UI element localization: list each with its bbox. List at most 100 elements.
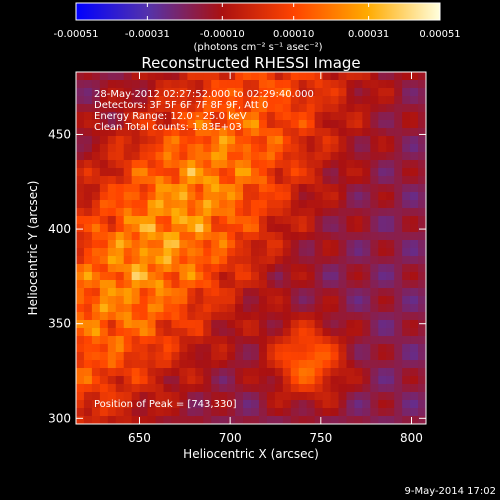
- heatmap-cell: [91, 96, 101, 105]
- heatmap-cell: [306, 168, 316, 177]
- heatmap-cell: [322, 152, 332, 161]
- heatmap-cell: [219, 112, 228, 121]
- heatmap-cell: [386, 72, 395, 81]
- heatmap-cell: [83, 392, 93, 401]
- heatmap-cell: [219, 312, 228, 321]
- heatmap-cell: [243, 112, 252, 121]
- heatmap-cell: [219, 248, 228, 257]
- heatmap-cell: [410, 280, 419, 289]
- heatmap-cell: [107, 144, 117, 153]
- heatmap-cell: [99, 168, 109, 177]
- heatmap-cell: [171, 216, 181, 225]
- heatmap-cell: [410, 72, 419, 81]
- heatmap-cell: [203, 272, 212, 281]
- heatmap-cell: [211, 288, 220, 297]
- heatmap-cell: [266, 160, 276, 169]
- heatmap-cell: [91, 344, 101, 353]
- heatmap-cell: [314, 248, 324, 257]
- heatmap-cell: [410, 272, 419, 281]
- heatmap-cell: [266, 72, 276, 81]
- heatmap-cell: [314, 96, 324, 105]
- heatmap-cell: [402, 80, 411, 89]
- heatmap-cell: [147, 336, 157, 345]
- heatmap-cell: [179, 384, 188, 393]
- heatmap-cell: [322, 416, 332, 424]
- heatmap-cell: [274, 288, 284, 297]
- heatmap-cell: [266, 200, 276, 209]
- heatmap-cell: [418, 280, 426, 289]
- heatmap-cell: [155, 384, 165, 393]
- heatmap-cell: [195, 304, 204, 313]
- heatmap-cell: [251, 112, 260, 121]
- heatmap-cell: [139, 144, 149, 153]
- heatmap-cell: [258, 368, 268, 377]
- heatmap-cell: [338, 376, 348, 385]
- heatmap-cell: [83, 72, 93, 81]
- heatmap-cell: [314, 160, 324, 169]
- heatmap-cell: [251, 216, 260, 225]
- heatmap-cell: [378, 224, 387, 233]
- heatmap-cell: [314, 208, 324, 217]
- heatmap-cell: [211, 400, 220, 409]
- heatmap-cell: [83, 152, 93, 161]
- heatmap-cell: [418, 216, 426, 225]
- heatmap-cell: [394, 272, 403, 281]
- heatmap-cell: [322, 312, 332, 321]
- heatmap-cell: [346, 376, 356, 385]
- heatmap-cell: [386, 304, 395, 313]
- heatmap-cell: [346, 240, 356, 249]
- heatmap-cell: [219, 144, 228, 153]
- heatmap-cell: [402, 344, 411, 353]
- heatmap-cell: [266, 400, 276, 409]
- heatmap-cell: [362, 144, 371, 153]
- heatmap-cell: [338, 144, 348, 153]
- heatmap-cell: [370, 344, 379, 353]
- heatmap-cell: [251, 336, 260, 345]
- heatmap-cell: [83, 168, 93, 177]
- heatmap-cell: [346, 152, 356, 161]
- heatmap-cell: [243, 264, 252, 273]
- heatmap-cell: [402, 184, 411, 193]
- heatmap-cell: [147, 88, 157, 97]
- heatmap-cell: [402, 304, 411, 313]
- heatmap-cell: [91, 264, 101, 273]
- heatmap-cell: [362, 208, 371, 217]
- heatmap-cell: [155, 320, 165, 329]
- heatmap-cell: [123, 104, 133, 113]
- heatmap-cell: [378, 360, 387, 369]
- heatmap-cell: [386, 344, 395, 353]
- heatmap-cell: [354, 104, 363, 113]
- heatmap-cell: [179, 96, 188, 105]
- heatmap-cell: [362, 120, 371, 129]
- heatmap-cell: [235, 248, 244, 257]
- heatmap-cell: [298, 376, 308, 385]
- heatmap-cell: [227, 120, 236, 129]
- heatmap-cell: [290, 320, 300, 329]
- heatmap-cell: [418, 344, 426, 353]
- heatmap-cell: [314, 312, 324, 321]
- heatmap-cell: [346, 224, 356, 233]
- heatmap-cell: [290, 168, 300, 177]
- heatmap-cell: [378, 128, 387, 137]
- heatmap-cell: [235, 368, 244, 377]
- heatmap-cell: [115, 272, 125, 281]
- heatmap-cell: [195, 184, 204, 193]
- heatmap-cell: [378, 352, 387, 361]
- heatmap-cell: [99, 344, 109, 353]
- heatmap-cell: [322, 112, 332, 121]
- heatmap-cell: [370, 280, 379, 289]
- heatmap-cell: [115, 280, 125, 289]
- heatmap-cell: [83, 208, 93, 217]
- heatmap-cell: [251, 192, 260, 201]
- heatmap-cell: [370, 256, 379, 265]
- heatmap-cell: [258, 128, 268, 137]
- heatmap-cell: [370, 368, 379, 377]
- heatmap-cell: [91, 224, 101, 233]
- y-axis-label: Heliocentric Y (arcsec): [26, 181, 40, 316]
- heatmap-cell: [227, 72, 236, 81]
- heatmap-cell: [402, 392, 411, 401]
- heatmap-cell: [322, 224, 332, 233]
- heatmap-cell: [83, 368, 93, 377]
- heatmap-cell: [187, 264, 196, 273]
- heatmap-cell: [155, 264, 165, 273]
